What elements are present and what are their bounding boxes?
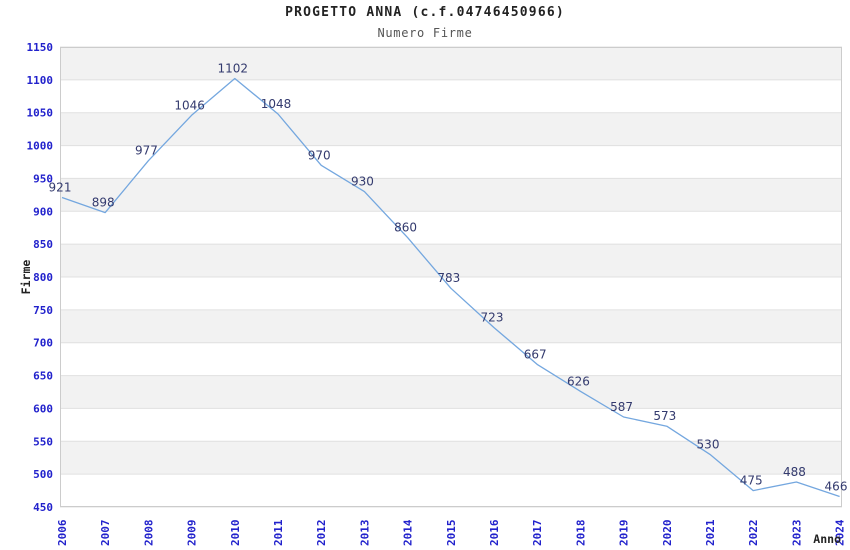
x-tick-label: 2021 xyxy=(704,519,717,546)
x-tick-label: 2022 xyxy=(747,520,760,547)
x-tick-label: 2010 xyxy=(229,520,242,547)
y-tick-label: 1100 xyxy=(27,74,54,87)
data-line xyxy=(61,77,840,498)
plot-band xyxy=(60,47,842,80)
plot-band xyxy=(60,244,842,277)
x-tick-label: 2013 xyxy=(358,520,371,547)
y-tick-label: 450 xyxy=(33,501,53,514)
chart-subtitle: Numero Firme xyxy=(377,26,473,40)
y-tick-label: 900 xyxy=(33,205,53,218)
data-point-label: 723 xyxy=(481,311,504,325)
y-tick-label: 1000 xyxy=(27,140,54,153)
data-point-label: 970 xyxy=(308,148,331,162)
x-tick-label: 2008 xyxy=(142,520,155,547)
y-tick-label: 700 xyxy=(33,337,53,350)
data-point-label: 488 xyxy=(783,465,806,479)
data-point-label: 898 xyxy=(92,196,115,210)
data-point-label: 475 xyxy=(740,474,763,488)
data-point-label: 977 xyxy=(135,144,158,158)
y-tick-label: 1050 xyxy=(27,107,54,120)
plot-band xyxy=(60,211,842,245)
x-tick-label: 2017 xyxy=(531,520,544,547)
y-tick-label: 800 xyxy=(33,271,53,284)
plot-band xyxy=(60,79,842,113)
data-point-label: 573 xyxy=(653,409,676,423)
x-tick-label: 2024 xyxy=(834,519,847,546)
plot-band xyxy=(60,375,842,409)
data-point-label: 921 xyxy=(49,181,72,195)
plot-band xyxy=(60,408,842,442)
y-tick-label: 600 xyxy=(33,402,53,415)
x-tick-label: 2023 xyxy=(790,520,803,547)
data-point-label: 860 xyxy=(394,221,417,235)
y-tick-label: 850 xyxy=(33,238,53,251)
chart-title: PROGETTO ANNA (c.f.04746450966) xyxy=(285,5,565,20)
x-tick-label: 2015 xyxy=(445,520,458,547)
plot-border xyxy=(60,47,842,507)
data-point-label: 1048 xyxy=(261,97,292,111)
x-tick-label: 2020 xyxy=(661,520,674,547)
y-tick-label: 750 xyxy=(33,304,53,317)
plot-band xyxy=(60,309,842,343)
x-tick-label: 2007 xyxy=(99,520,112,547)
plot-band xyxy=(60,277,842,310)
plot-band xyxy=(60,145,842,179)
x-tick-label: 2012 xyxy=(315,520,328,547)
y-tick-label: 1150 xyxy=(27,41,54,54)
plot-band xyxy=(60,112,842,146)
data-point-label: 587 xyxy=(610,400,633,414)
y-tick-label: 550 xyxy=(33,435,53,448)
plot-band xyxy=(60,342,842,376)
data-point-label: 466 xyxy=(825,480,848,494)
plot-band xyxy=(60,178,842,212)
x-tick-label: 2019 xyxy=(618,520,631,547)
y-tick-label: 650 xyxy=(33,370,53,383)
y-axis-title: Firme xyxy=(19,260,33,295)
x-tick-label: 2014 xyxy=(402,519,415,546)
data-point-label: 783 xyxy=(437,271,460,285)
data-point-label: 1102 xyxy=(218,62,249,76)
x-tick-label: 2018 xyxy=(574,520,587,547)
data-point-label: 626 xyxy=(567,374,590,388)
x-tick-label: 2006 xyxy=(56,519,69,546)
data-point-label: 667 xyxy=(524,347,547,361)
data-point-label: 530 xyxy=(697,437,720,451)
plot-band xyxy=(60,474,842,507)
data-point-label: 1046 xyxy=(174,98,205,112)
data-point-label: 930 xyxy=(351,175,374,189)
y-tick-label: 500 xyxy=(33,468,53,481)
x-tick-label: 2009 xyxy=(186,520,199,547)
plot-band xyxy=(60,441,842,475)
x-tick-label: 2011 xyxy=(272,519,285,546)
x-axis-title: Anno xyxy=(813,532,841,546)
y-tick-label: 950 xyxy=(33,172,53,185)
x-tick-label: 2016 xyxy=(488,519,501,546)
